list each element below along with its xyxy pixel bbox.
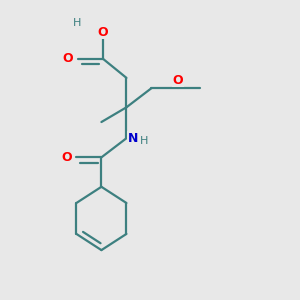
Text: H: H (140, 136, 148, 146)
Text: O: O (61, 151, 72, 164)
Text: O: O (173, 74, 183, 87)
Text: N: N (128, 132, 138, 145)
Text: O: O (63, 52, 74, 65)
Text: O: O (98, 26, 108, 39)
Text: H: H (72, 18, 81, 28)
